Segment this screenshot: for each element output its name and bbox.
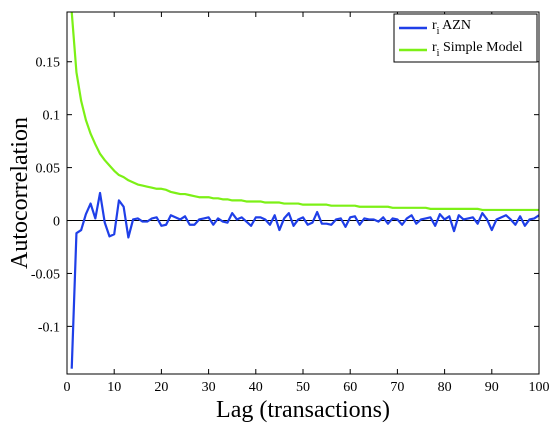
y-tick-label: 0 (53, 215, 60, 230)
y-tick-label: 0.05 (36, 162, 61, 177)
legend: ri AZN ri Simple Model (393, 13, 538, 63)
x-tick-label: 70 (390, 380, 404, 395)
x-tick-label: 0 (64, 380, 71, 395)
x-tick-label: 100 (529, 380, 550, 395)
y-tick-label: 0.15 (36, 56, 61, 71)
x-tick-label: 80 (438, 380, 452, 395)
x-tick-label: 50 (296, 380, 310, 395)
y-tick-label: -0.1 (38, 320, 60, 335)
series-layer (67, 11, 540, 369)
y-axis: -0.1 -0.05 0 0.05 0.1 0.15 (31, 56, 539, 335)
legend-label-azn: ri AZN (432, 18, 471, 37)
series-line-simple-model (70, 11, 539, 212)
legend-box (393, 13, 538, 63)
x-axis: 0 10 20 30 40 50 60 70 80 90 100 (64, 12, 550, 395)
x-tick-label: 30 (202, 380, 216, 395)
x-tick-label: 60 (343, 380, 357, 395)
x-tick-label: 20 (154, 380, 168, 395)
plot-background (67, 12, 539, 374)
x-axis-title: Lag (transactions) (216, 397, 390, 423)
x-tick-label: 90 (485, 380, 499, 395)
x-tick-label: 10 (107, 380, 121, 395)
y-tick-label: -0.05 (31, 267, 60, 282)
y-axis-title: Autocorrelation (7, 117, 33, 269)
legend-label-simple-model: ri Simple Model (432, 40, 523, 59)
y-tick-label: 0.1 (43, 109, 61, 124)
x-tick-label: 40 (249, 380, 263, 395)
series-line-azn (70, 191, 540, 369)
